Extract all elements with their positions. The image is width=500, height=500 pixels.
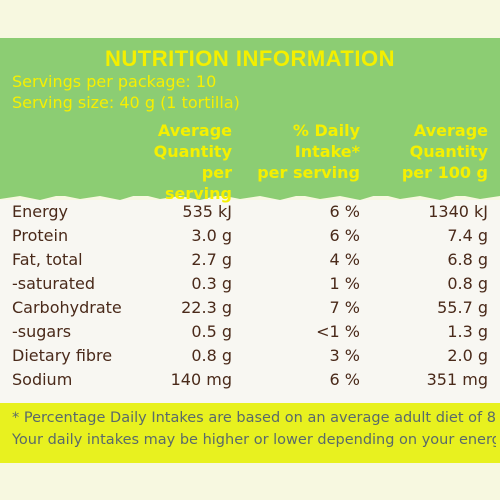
row-label: Dietary fibre	[12, 346, 113, 365]
footnote-band	[0, 403, 500, 463]
row-label: Carbohydrate	[12, 298, 122, 317]
avg-per-100g: 1340 kJ	[428, 202, 488, 221]
avg-per-serving: 0.5 g	[191, 322, 232, 341]
table-row: Fat, total 2.7 g 4 % 6.8 g	[0, 250, 500, 274]
avg-per-serving: 0.3 g	[191, 274, 232, 293]
footnote-line: Your daily intakes may be higher or lowe…	[12, 432, 496, 448]
footnote-line: * Percentage Daily Intakes are based on …	[12, 410, 496, 426]
daily-intake: 6 %	[329, 226, 360, 245]
row-label: -sugars	[12, 322, 72, 341]
column-header-avg-serving: Average Quantity per serving	[153, 121, 232, 203]
avg-per-serving: 535 kJ	[182, 202, 232, 221]
avg-per-100g: 6.8 g	[447, 250, 488, 269]
avg-per-serving: 3.0 g	[191, 226, 232, 245]
footnote: * Percentage Daily Intakes are based on …	[12, 407, 496, 451]
avg-per-100g: 1.3 g	[447, 322, 488, 341]
avg-per-100g: 351 mg	[426, 370, 488, 389]
daily-intake: 1 %	[329, 274, 360, 293]
row-label: Fat, total	[12, 250, 83, 269]
daily-intake: 4 %	[329, 250, 360, 269]
table-row: -saturated 0.3 g 1 % 0.8 g	[0, 274, 500, 298]
avg-per-serving: 0.8 g	[191, 346, 232, 365]
daily-intake: 6 %	[329, 370, 360, 389]
daily-intake: <1 %	[316, 322, 360, 341]
panel-title: NUTRITION INFORMATION	[105, 46, 395, 71]
row-label: Sodium	[12, 370, 73, 389]
avg-per-serving: 140 mg	[170, 370, 232, 389]
header-torn-edge	[0, 190, 500, 200]
row-label: Energy	[12, 202, 69, 221]
avg-per-serving: 22.3 g	[181, 298, 232, 317]
table-body-background	[0, 200, 500, 405]
daily-intake: 3 %	[329, 346, 360, 365]
avg-per-100g: 7.4 g	[447, 226, 488, 245]
row-label: -saturated	[12, 274, 95, 293]
daily-intake: 6 %	[329, 202, 360, 221]
daily-intake: 7 %	[329, 298, 360, 317]
avg-per-serving: 2.7 g	[191, 250, 232, 269]
avg-per-100g: 0.8 g	[447, 274, 488, 293]
nutrition-table: Energy 535 kJ 6 % 1340 kJ Protein 3.0 g …	[0, 202, 500, 394]
row-label: Protein	[12, 226, 69, 245]
table-row: Sodium 140 mg 6 % 351 mg	[0, 370, 500, 394]
header-band	[0, 38, 500, 196]
table-row: Protein 3.0 g 6 % 7.4 g	[0, 226, 500, 250]
serving-size: Serving size: 40 g (1 tortilla)	[12, 93, 240, 112]
column-header-avg-100g: Average Quantity per 100 g	[401, 121, 488, 182]
column-header-daily-intake: % Daily Intake* per serving	[257, 121, 360, 182]
table-row: Dietary fibre 0.8 g 3 % 2.0 g	[0, 346, 500, 370]
avg-per-100g: 55.7 g	[437, 298, 488, 317]
table-row: Carbohydrate 22.3 g 7 % 55.7 g	[0, 298, 500, 322]
avg-per-100g: 2.0 g	[447, 346, 488, 365]
table-row: -sugars 0.5 g <1 % 1.3 g	[0, 322, 500, 346]
servings-per-package: Servings per package: 10	[12, 72, 217, 91]
table-row: Energy 535 kJ 6 % 1340 kJ	[0, 202, 500, 226]
